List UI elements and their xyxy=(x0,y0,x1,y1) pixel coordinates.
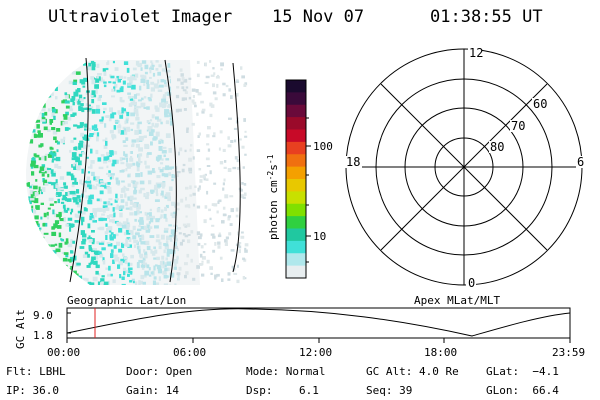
dsp-status: Dsp: 6.1 xyxy=(246,384,319,397)
y-tick-9: 9.0 xyxy=(33,309,53,322)
auroral-image xyxy=(25,57,249,285)
mlat-label-70: 70 xyxy=(511,119,525,133)
x-tick-1800: 18:00 xyxy=(424,346,457,359)
gc-alt-status: GC Alt: 4.0 Re xyxy=(366,365,459,378)
apex-label: Apex MLat/MLT xyxy=(414,294,500,307)
filter-status: Flt: LBHL xyxy=(6,365,66,378)
mlt-label-12: 12 xyxy=(469,46,483,60)
colorbar-cell xyxy=(286,203,306,217)
colorbar-cell xyxy=(286,80,306,93)
colorbar-cell xyxy=(286,104,306,118)
date-label: 15 Nov 07 xyxy=(272,7,365,27)
geographic-label: Geographic Lat/Lon xyxy=(67,294,186,307)
instrument-title: Ultraviolet Imager xyxy=(48,7,233,27)
colorbar-tick-100: 100 xyxy=(313,140,333,153)
colorbar-cell xyxy=(286,92,306,106)
x-tick-2359: 23:59 xyxy=(552,346,585,359)
door-status: Door: Open xyxy=(126,365,193,378)
colorbar-tick-10: 10 xyxy=(313,230,326,243)
colorbar-cell xyxy=(286,166,306,180)
x-tick-0000: 00:00 xyxy=(47,346,80,359)
gc-alt-axis-label: GC Alt xyxy=(14,309,27,349)
colorbar-cell xyxy=(286,253,306,267)
gain-status: Gain: 14 xyxy=(126,384,179,397)
colorbar-cell xyxy=(286,240,306,254)
colorbar-cell xyxy=(286,228,306,242)
colorbar-cell xyxy=(286,191,306,205)
glon-status: GLon: 66.4 xyxy=(486,384,559,397)
longitude-line xyxy=(69,57,89,283)
time-label: 01:38:55 UT xyxy=(430,7,543,27)
glat-status: GLat: −4.1 xyxy=(486,365,559,378)
x-tick-0600: 06:00 xyxy=(173,346,206,359)
ip-status: IP: 36.0 xyxy=(6,384,59,397)
altitude-timeline: Geographic Lat/Lon Apex MLat/MLT GC Alt … xyxy=(14,294,585,359)
longitude-line xyxy=(232,62,241,273)
colorbar-cell xyxy=(286,141,306,155)
mlt-label-0: 0 xyxy=(468,276,475,290)
mode-status: Mode: Normal xyxy=(246,365,326,378)
colorbar-cell xyxy=(286,154,306,168)
colorbar-unit-label: photon cm-2s-1 xyxy=(266,154,280,240)
colorbar-cell xyxy=(286,265,306,279)
y-tick-1-8: 1.8 xyxy=(33,329,53,342)
mlat-label-80: 80 xyxy=(490,140,504,154)
mlt-label-6: 6 xyxy=(577,155,584,169)
colorbar: 100 10 photon cm-2s-1 xyxy=(266,79,333,279)
x-tick-1200: 12:00 xyxy=(299,346,332,359)
colorbar-cell xyxy=(286,216,306,230)
seq-status: Seq: 39 xyxy=(366,384,413,397)
longitude-line xyxy=(164,59,177,283)
colorbar-cell xyxy=(286,117,306,131)
colorbar-cell xyxy=(286,179,306,192)
colorbar-cell xyxy=(286,129,306,143)
polar-plot xyxy=(345,48,583,286)
mlt-label-18: 18 xyxy=(346,155,360,169)
altitude-curve xyxy=(66,308,571,337)
mlat-label-60: 60 xyxy=(533,97,547,111)
